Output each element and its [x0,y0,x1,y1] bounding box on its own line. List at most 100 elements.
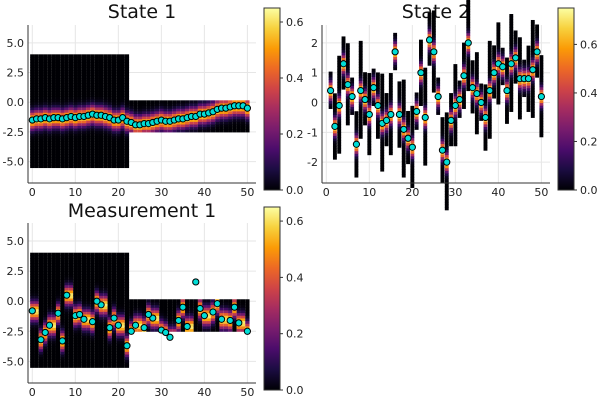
heatmap-cell [94,274,99,278]
heatmap-cell [120,56,125,61]
heatmap-cell [197,323,203,327]
heatmap-cell [539,68,544,72]
heatmap-cell [483,105,488,109]
heatmap-cell [245,299,250,303]
heatmap-cell [94,260,99,264]
heatmap-cell [483,126,488,130]
heatmap-cell [367,94,372,98]
heatmap-cell [68,162,74,166]
heatmap-cell [116,149,121,153]
heatmap-cell [500,79,505,83]
heatmap-cell [176,102,181,107]
heatmap-cell [120,130,125,134]
heatmap-cell [64,364,69,368]
heatmap-cell [73,75,78,79]
heatmap-cell [120,125,125,129]
heatmap-cell [505,110,509,114]
heatmap-cell [453,114,458,118]
heatmap-cell [172,126,177,130]
heatmap-cell [487,117,492,121]
heatmap-cell [466,66,471,71]
heatmap-cell [120,322,125,326]
heatmap-cell [236,118,241,122]
heatmap-cell [419,58,423,62]
heatmap-cell [197,301,203,306]
heatmap-cell [142,116,147,120]
heatmap-cell [462,90,466,94]
heatmap-cell [206,312,211,316]
heatmap-cell [133,315,138,319]
heatmap-cell [90,258,95,262]
heatmap-cell [228,124,233,128]
heatmap-cell [401,116,406,120]
heatmap-cell [64,78,69,82]
heatmap-cell [487,135,492,139]
heatmap-cell [354,150,359,154]
heatmap-cell [103,64,108,68]
heatmap-cell [505,118,509,122]
heatmap-cell [363,111,367,115]
heatmap-cell [30,266,35,270]
heatmap-cell [120,104,125,108]
heatmap-cell [30,252,35,256]
heatmap-cell [51,332,56,336]
heatmap-cell [530,96,535,100]
heatmap-cell [431,60,436,64]
heatmap-cell [367,75,372,79]
heatmap-cell [73,138,78,142]
heatmap-cell [137,129,142,133]
heatmap-cell [193,124,198,128]
heatmap-cell [513,46,518,50]
heatmap-cell [219,323,224,327]
heatmap-cell [367,102,372,106]
heatmap-cell [73,88,78,92]
heatmap-cell [479,104,484,108]
heatmap-cell [517,45,522,49]
heatmap-cell [206,121,211,125]
heatmap-cell [462,42,466,46]
heatmap-cell [154,320,160,324]
heatmap-cell [474,54,479,58]
heatmap-cell [444,146,449,150]
heatmap-cell [103,266,108,270]
heatmap-cell [375,98,380,102]
heatmap-cell [38,162,44,166]
heatmap-cell [51,295,56,299]
heatmap-cell [103,133,108,137]
heatmap-cell [440,132,445,137]
heatmap-cell [94,93,99,97]
heatmap-cell [30,141,35,145]
heatmap-cell [34,80,39,84]
heatmap-cell [34,64,39,68]
heatmap-cell [202,320,207,324]
heatmap-cell [77,263,82,267]
heatmap-cell [176,304,181,308]
heatmap-cell [133,105,138,109]
scatter-point [63,291,71,299]
heatmap-cell [423,130,428,135]
heatmap-cell [30,287,35,291]
heatmap-cell [34,154,39,158]
heatmap-cell [185,309,190,314]
heatmap-cell [401,161,406,165]
heatmap-cell [90,159,95,163]
heatmap-cell [496,27,501,31]
heatmap-cell [68,364,74,368]
heatmap-cell [111,106,117,111]
heatmap-cell [466,35,471,39]
heatmap-cell [358,77,363,81]
heatmap-cell [492,92,497,96]
heatmap-cell [60,67,65,71]
heatmap-cell [94,135,99,140]
scatter-point [209,308,217,316]
y-tick-label: 2.5 [7,265,25,278]
heatmap-cell [137,307,142,311]
heatmap-cell [522,91,527,95]
heatmap-cell [406,160,410,165]
heatmap-cell [116,135,121,140]
heatmap-cell [103,335,108,339]
heatmap-cell [30,70,35,74]
heatmap-cell [111,78,117,82]
heatmap-cell [43,85,48,90]
heatmap-cell [98,282,104,286]
